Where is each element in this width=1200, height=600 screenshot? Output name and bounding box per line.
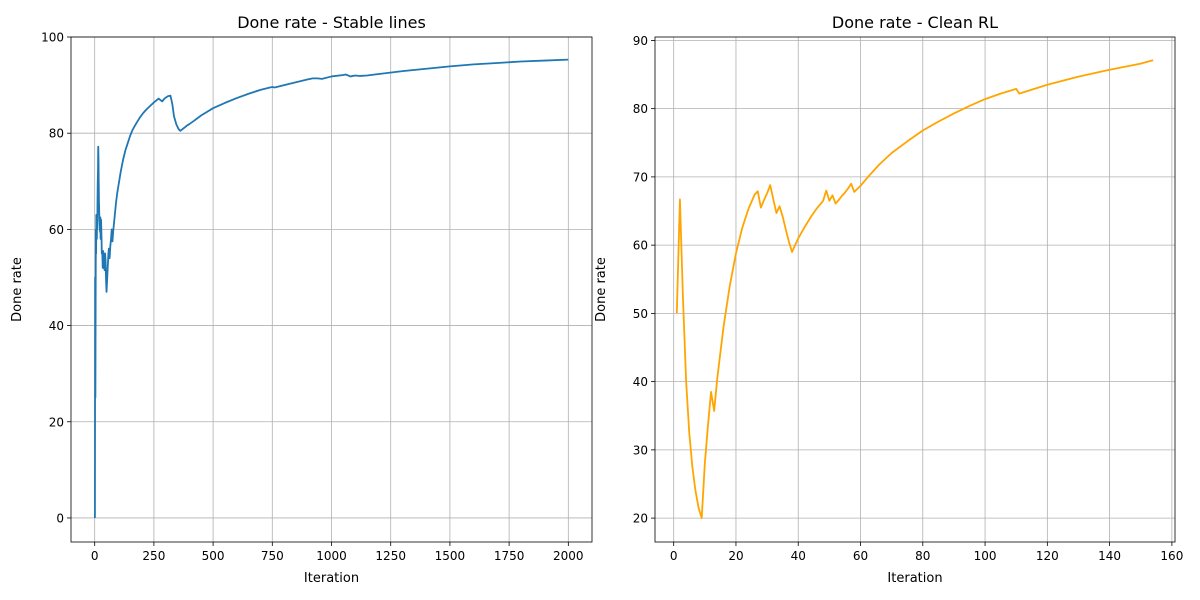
x-tick-label: 250 bbox=[142, 549, 165, 563]
series-layer bbox=[675, 59, 1154, 520]
chart-clean-rl: 0 20 40 60 80 100 120 140 160 20 30 40 50 60 70 80 90 Do… bbox=[594, 13, 1183, 586]
grid-lines bbox=[655, 37, 1175, 542]
y-tick-label: 100 bbox=[41, 31, 64, 45]
tick-layer: 0 250 500 750 1000 1250 1500 1750 2000 0 20 40 60 80 1… bbox=[41, 31, 583, 564]
chart-stable-lines: 0 250 500 750 1000 1250 1500 1750 2000 0 20 40 60 80 1… bbox=[10, 13, 593, 586]
axes-frame bbox=[654, 36, 1176, 543]
x-tick-label: 500 bbox=[202, 549, 225, 563]
y-tick-label: 50 bbox=[633, 307, 648, 321]
y-tick-label: 80 bbox=[49, 127, 64, 141]
x-tick-label: 40 bbox=[791, 549, 806, 563]
tick-layer: 0 20 40 60 80 100 120 140 160 20 30 40 50 60 70 80 90 bbox=[633, 34, 1184, 563]
x-tick-label: 60 bbox=[853, 549, 868, 563]
series-line-done-rate bbox=[94, 58, 569, 518]
y-axis-label: Done rate bbox=[10, 257, 25, 322]
x-tick-label: 80 bbox=[915, 549, 930, 563]
chart-title: Done rate - Stable lines bbox=[237, 13, 426, 32]
x-tick-label: 0 bbox=[670, 549, 678, 563]
y-tick-label: 60 bbox=[49, 223, 64, 237]
chart-title: Done rate - Clean RL bbox=[832, 13, 998, 32]
y-tick-label: 20 bbox=[633, 512, 648, 526]
x-tick-label: 750 bbox=[261, 549, 284, 563]
y-tick-label: 40 bbox=[633, 375, 648, 389]
x-axis-label: Iteration bbox=[304, 571, 359, 586]
y-tick-label: 0 bbox=[56, 511, 64, 525]
x-tick-label: 2000 bbox=[553, 549, 584, 563]
y-tick-label: 60 bbox=[633, 239, 648, 253]
y-tick-label: 70 bbox=[633, 170, 648, 184]
x-tick-label: 0 bbox=[91, 549, 99, 563]
y-tick-label: 30 bbox=[633, 443, 648, 457]
series-layer bbox=[94, 58, 569, 518]
x-tick-label: 20 bbox=[728, 549, 743, 563]
x-tick-label: 160 bbox=[1160, 549, 1183, 563]
x-tick-label: 1750 bbox=[494, 549, 525, 563]
y-tick-label: 90 bbox=[633, 34, 648, 48]
x-tick-label: 100 bbox=[974, 549, 997, 563]
y-tick-label: 80 bbox=[633, 102, 648, 116]
x-axis-label: Iteration bbox=[887, 571, 942, 586]
x-tick-label: 120 bbox=[1036, 549, 1059, 563]
y-tick-label: 40 bbox=[49, 319, 64, 333]
x-tick-label: 140 bbox=[1098, 549, 1121, 563]
y-tick-label: 20 bbox=[49, 415, 64, 429]
x-tick-label: 1500 bbox=[435, 549, 466, 563]
x-tick-label: 1250 bbox=[375, 549, 406, 563]
y-axis-label: Done rate bbox=[594, 257, 609, 322]
x-tick-label: 1000 bbox=[316, 549, 347, 563]
series-line-done-rate bbox=[675, 59, 1154, 520]
